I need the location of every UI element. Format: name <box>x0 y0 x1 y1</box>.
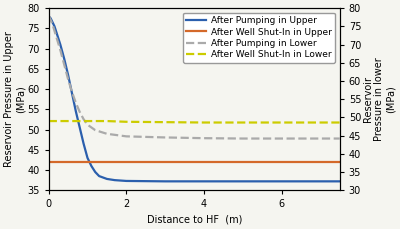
After Pumping in Upper <box>74 110 78 113</box>
After Pumping in Lower <box>279 137 284 140</box>
After Pumping in Upper <box>70 92 74 95</box>
After Pumping in Lower <box>46 14 51 17</box>
After Pumping in Upper <box>66 74 70 76</box>
After Pumping in Upper <box>54 31 59 34</box>
After Well Shut-In in Lower <box>54 120 59 123</box>
After Well Shut-In in Lower <box>337 121 342 124</box>
After Pumping in Lower <box>163 136 168 139</box>
After Pumping in Lower <box>104 132 109 135</box>
After Pumping in Upper <box>77 126 82 129</box>
After Pumping in Upper <box>112 179 117 182</box>
After Pumping in Upper <box>81 142 86 145</box>
After Pumping in Lower <box>124 135 129 138</box>
After Pumping in Lower <box>74 101 78 104</box>
After Pumping in Lower <box>240 137 245 140</box>
After Pumping in Upper <box>337 180 342 183</box>
Y-axis label: Reservoir Pressure in Upper
(MPa): Reservoir Pressure in Upper (MPa) <box>4 31 26 167</box>
After Pumping in Upper <box>46 15 51 18</box>
After Pumping in Upper <box>124 180 129 182</box>
After Pumping in Upper <box>85 156 90 159</box>
After Pumping in Lower <box>77 111 82 113</box>
After Well Shut-In in Lower <box>318 121 323 124</box>
After Pumping in Lower <box>81 118 86 121</box>
After Pumping in Upper <box>58 43 63 46</box>
After Pumping in Lower <box>202 137 206 139</box>
After Pumping in Upper <box>240 180 245 183</box>
After Pumping in Lower <box>70 90 74 93</box>
After Well Shut-In in Lower <box>46 120 51 123</box>
After Pumping in Lower <box>66 78 70 81</box>
After Pumping in Upper <box>279 180 284 183</box>
After Pumping in Upper <box>202 180 206 183</box>
After Pumping in Lower <box>58 49 63 52</box>
After Pumping in Upper <box>62 57 67 60</box>
After Pumping in Lower <box>318 137 323 140</box>
After Pumping in Upper <box>89 165 94 167</box>
After Pumping in Lower <box>50 23 55 26</box>
After Pumping in Upper <box>104 177 109 180</box>
After Pumping in Lower <box>54 36 59 39</box>
After Pumping in Upper <box>163 180 168 183</box>
After Pumping in Lower <box>93 129 98 131</box>
After Pumping in Upper <box>93 171 98 173</box>
After Well Shut-In in Lower <box>77 120 82 123</box>
After Pumping in Lower <box>85 123 90 126</box>
After Well Shut-In in Lower <box>202 121 206 124</box>
After Pumping in Lower <box>62 63 67 66</box>
After Well Shut-In in Lower <box>279 121 284 124</box>
After Pumping in Upper <box>48 17 53 20</box>
After Well Shut-In in Lower <box>104 120 109 123</box>
Line: After Well Shut-In in Lower: After Well Shut-In in Lower <box>49 121 340 123</box>
After Well Shut-In in Lower <box>62 120 67 123</box>
X-axis label: Distance to HF  (m): Distance to HF (m) <box>146 215 242 225</box>
After Well Shut-In in Lower <box>85 120 90 123</box>
After Well Shut-In in Lower <box>240 121 245 124</box>
After Pumping in Lower <box>337 137 342 140</box>
After Well Shut-In in Lower <box>163 121 168 123</box>
After Well Shut-In in Lower <box>70 120 74 123</box>
After Pumping in Upper <box>318 180 323 183</box>
Legend: After Pumping in Upper, After Well Shut-In in Upper, After Pumping in Lower, Aft: After Pumping in Upper, After Well Shut-… <box>183 13 335 63</box>
After Pumping in Upper <box>50 21 55 24</box>
Y-axis label: Reservoir
Pressure in lower
(MPa): Reservoir Pressure in lower (MPa) <box>363 57 396 141</box>
After Pumping in Upper <box>52 25 57 28</box>
After Well Shut-In in Lower <box>124 120 129 123</box>
After Pumping in Upper <box>97 175 102 177</box>
Line: After Pumping in Upper: After Pumping in Upper <box>49 16 340 181</box>
Line: After Pumping in Lower: After Pumping in Lower <box>49 15 340 139</box>
